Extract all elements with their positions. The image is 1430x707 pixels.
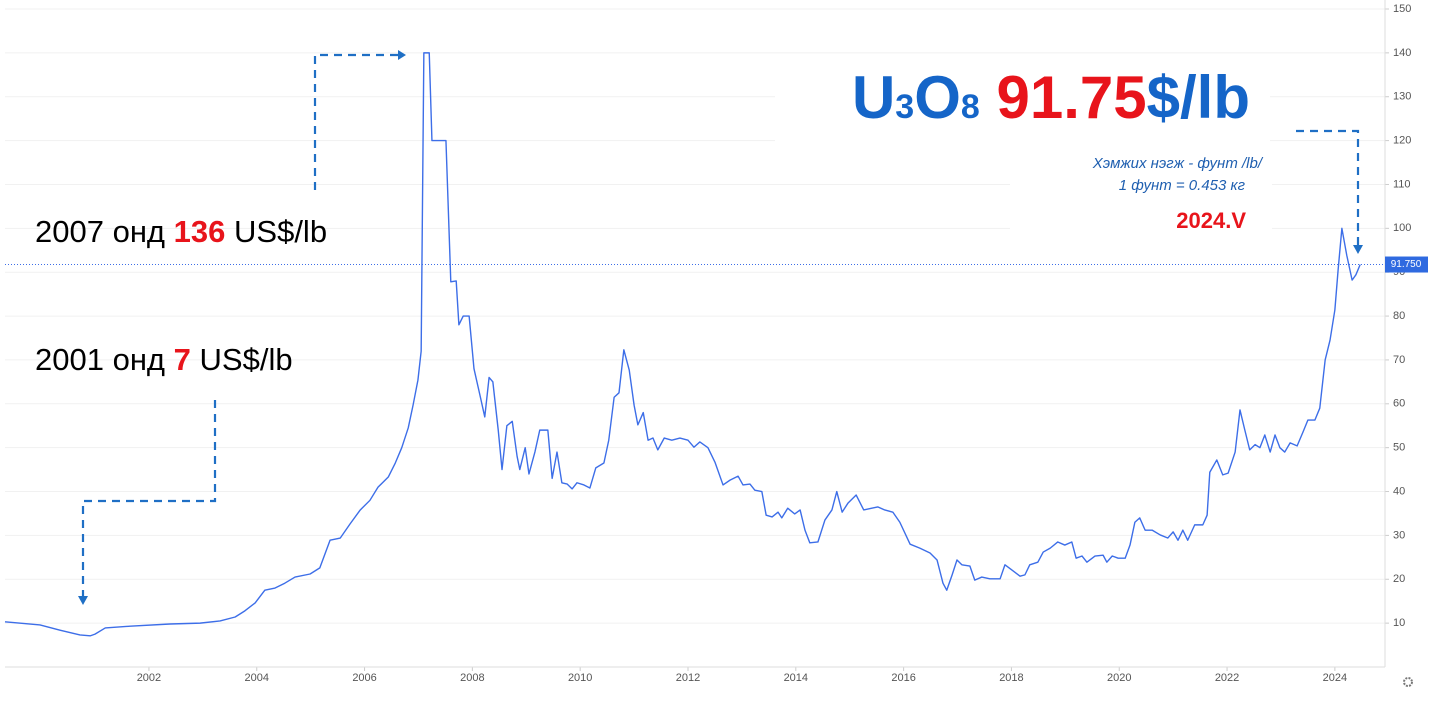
arrow bbox=[1296, 129, 1360, 245]
annotation-value: 7 bbox=[173, 342, 191, 377]
arrow-heads bbox=[78, 50, 1363, 605]
headline: U3O8 91.75$/lb bbox=[852, 68, 1250, 128]
y-tick-label: 40 bbox=[1393, 485, 1405, 497]
y-tick-label: 20 bbox=[1393, 573, 1405, 585]
annotation-text: 2007 онд bbox=[35, 214, 166, 249]
y-tick-label: 60 bbox=[1393, 398, 1405, 410]
y-tick-label: 140 bbox=[1393, 47, 1411, 59]
headline-part: 8 bbox=[960, 88, 980, 126]
x-tick-label: 2006 bbox=[352, 672, 376, 684]
units-note: Хэмжих нэгж - фунт /lb/ bbox=[1092, 155, 1262, 172]
price-label: 91.750 bbox=[1391, 259, 1422, 270]
x-tick-label: 2022 bbox=[1215, 672, 1239, 684]
y-tick-label: 10 bbox=[1393, 617, 1405, 629]
y-tick-label: 70 bbox=[1393, 354, 1405, 366]
arrow-head bbox=[1353, 245, 1363, 254]
y-tick-label: 80 bbox=[1393, 310, 1405, 322]
headline-price: 91.75 bbox=[996, 64, 1147, 131]
headline-box bbox=[775, 60, 1270, 142]
units-note: 1 фунт = 0.453 кг bbox=[1118, 177, 1245, 194]
arrow-head bbox=[78, 596, 88, 605]
x-tick-label: 2020 bbox=[1107, 672, 1131, 684]
headline-part: U bbox=[851, 64, 896, 131]
arrow bbox=[313, 53, 398, 190]
x-tick-label: 2008 bbox=[460, 672, 484, 684]
y-tick-label: 110 bbox=[1393, 178, 1411, 190]
marks: 91.750 bbox=[4, 52, 1428, 637]
x-tick-label: 2016 bbox=[891, 672, 915, 684]
note-box bbox=[1010, 150, 1272, 240]
arrows bbox=[81, 53, 1360, 596]
annotation-text: 2001 онд bbox=[35, 342, 166, 377]
x-tick-label: 2004 bbox=[245, 672, 269, 684]
annotation-value: 136 bbox=[173, 214, 226, 249]
price-label-bg bbox=[1385, 256, 1428, 273]
x-tick-label: 2024 bbox=[1323, 672, 1347, 684]
annotation: 2007 онд 136 US$/lb bbox=[35, 214, 327, 250]
headline-part: 3 bbox=[895, 88, 915, 126]
y-tick-label: 50 bbox=[1393, 442, 1405, 454]
y-tick-label: 100 bbox=[1393, 222, 1411, 234]
x-tick-label: 2002 bbox=[137, 672, 161, 684]
y-tick-label: 30 bbox=[1393, 529, 1405, 541]
period: 2024.V bbox=[1176, 208, 1246, 233]
arrow-head bbox=[398, 50, 406, 60]
price-series bbox=[4, 52, 1361, 637]
settings-icon[interactable] bbox=[1403, 677, 1413, 687]
annotation: 2001 онд 7 US$/lb bbox=[35, 342, 293, 378]
y-tick-label: 150 bbox=[1393, 3, 1411, 15]
headline-part: O bbox=[914, 64, 961, 131]
y-tick-label: 120 bbox=[1393, 135, 1411, 147]
headline-unit: $/lb bbox=[1146, 64, 1250, 131]
x-tick-label: 2018 bbox=[999, 672, 1023, 684]
annotation-unit: US$/lb bbox=[199, 342, 293, 377]
x-tick-label: 2014 bbox=[784, 672, 808, 684]
annotation-unit: US$/lb bbox=[234, 214, 328, 249]
y-tick-label: 130 bbox=[1393, 91, 1411, 103]
x-tick-label: 2010 bbox=[568, 672, 592, 684]
arrow bbox=[81, 400, 217, 596]
x-tick-label: 2012 bbox=[676, 672, 700, 684]
